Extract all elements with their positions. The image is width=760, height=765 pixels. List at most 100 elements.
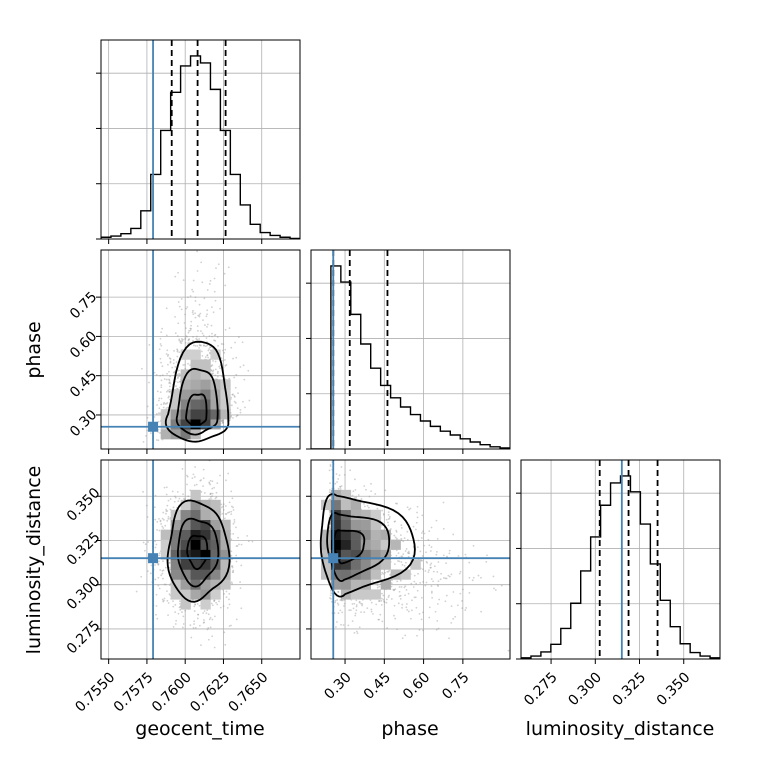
sample-point — [167, 364, 169, 366]
sample-point — [161, 526, 163, 528]
sample-point — [234, 521, 236, 523]
sample-point — [229, 501, 231, 503]
y-axis-label-phase: phase — [23, 321, 45, 378]
sample-point — [443, 528, 445, 530]
y-tick-label-luminosity_distance: 0.350 — [64, 485, 104, 525]
sample-point — [240, 607, 242, 609]
sample-point — [166, 349, 168, 351]
y-axis-label-luminosity-distance: luminosity_distance — [23, 466, 45, 655]
sample-point — [159, 375, 161, 377]
sample-point — [166, 353, 168, 355]
sample-point — [210, 480, 212, 482]
sample-point — [160, 523, 162, 525]
density-cell — [191, 490, 201, 500]
sample-point — [243, 364, 245, 366]
sample-point — [159, 569, 161, 571]
y-tick-label-luminosity_distance: 0.300 — [64, 573, 104, 613]
sample-point — [386, 519, 388, 521]
sample-point — [237, 537, 239, 539]
sample-point — [158, 530, 160, 532]
sample-point — [178, 498, 180, 500]
density-cell — [181, 560, 191, 570]
sample-point — [239, 366, 241, 368]
sample-point — [157, 585, 159, 587]
sample-point — [190, 295, 192, 297]
sample-point — [457, 604, 459, 606]
sample-point — [172, 491, 174, 493]
sample-point — [195, 296, 197, 298]
sample-point — [187, 476, 189, 478]
sample-point — [215, 498, 217, 500]
x-axis-label-geocent-time: geocent_time — [135, 718, 264, 740]
sample-point — [187, 363, 189, 365]
sample-point — [156, 404, 158, 406]
panel-content — [311, 250, 510, 449]
sample-point — [183, 623, 185, 625]
sample-point — [388, 511, 390, 513]
sample-point — [169, 381, 171, 383]
sample-point — [177, 335, 179, 337]
sample-point — [233, 509, 235, 511]
sample-point — [165, 513, 167, 515]
sample-point — [224, 359, 226, 361]
sample-point — [214, 374, 216, 376]
sample-point — [203, 297, 205, 299]
sample-point — [170, 362, 172, 364]
sample-point — [210, 626, 212, 628]
sample-point — [473, 577, 475, 579]
sample-point — [485, 561, 487, 563]
sample-point — [228, 599, 230, 601]
sample-point — [231, 506, 233, 508]
sample-point — [195, 338, 197, 340]
sample-point — [207, 627, 209, 629]
x-axis-label-luminosity-distance: luminosity_distance — [526, 718, 715, 740]
sample-point — [182, 493, 184, 495]
sample-point — [207, 289, 209, 291]
sample-point — [151, 565, 153, 567]
sample-point — [177, 500, 179, 502]
sample-point — [173, 372, 175, 374]
sample-point — [185, 308, 187, 310]
sample-point — [235, 357, 237, 359]
sample-point — [184, 368, 186, 370]
sample-point — [219, 367, 221, 369]
sample-point — [192, 340, 194, 342]
sample-point — [221, 420, 223, 422]
sample-point — [232, 567, 234, 569]
sample-point — [240, 409, 242, 411]
sample-point — [144, 550, 146, 552]
sample-point — [215, 361, 217, 363]
sample-point — [215, 368, 217, 370]
panel-phase-phase — [306, 250, 510, 454]
sample-point — [388, 596, 390, 598]
sample-point — [174, 316, 176, 318]
sample-point — [169, 389, 171, 391]
sample-point — [169, 379, 171, 381]
sample-point — [172, 606, 174, 608]
sample-point — [208, 348, 210, 350]
histogram-geocent_time — [101, 56, 300, 239]
sample-point — [173, 506, 175, 508]
sample-point — [536, 556, 538, 558]
sample-point — [161, 328, 163, 330]
sample-point — [194, 466, 196, 468]
sample-point — [169, 375, 171, 377]
sample-point — [170, 498, 172, 500]
density-cell — [210, 399, 220, 409]
sample-point — [231, 583, 233, 585]
sample-point — [158, 560, 160, 562]
sample-point — [196, 251, 198, 253]
sample-point — [197, 270, 199, 272]
sample-point — [184, 314, 186, 316]
sample-point — [177, 377, 179, 379]
histogram-phase — [311, 266, 510, 449]
sample-point — [166, 590, 168, 592]
sample-point — [181, 298, 183, 300]
sample-point — [155, 495, 157, 497]
sample-point — [404, 537, 406, 539]
sample-point — [173, 350, 175, 352]
sample-point — [182, 627, 184, 629]
sample-point — [158, 554, 160, 556]
sample-point — [168, 516, 170, 518]
